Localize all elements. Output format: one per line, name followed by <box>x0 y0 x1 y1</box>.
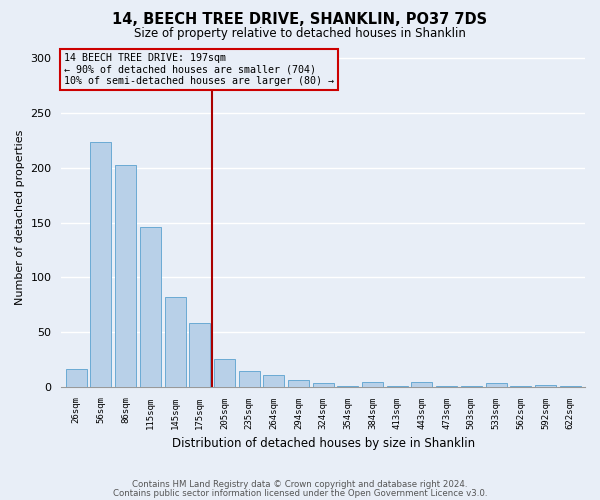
Bar <box>412 382 433 386</box>
Text: 14, BEECH TREE DRIVE, SHANKLIN, PO37 7DS: 14, BEECH TREE DRIVE, SHANKLIN, PO37 7DS <box>112 12 488 28</box>
Bar <box>313 384 334 386</box>
Text: Contains public sector information licensed under the Open Government Licence v3: Contains public sector information licen… <box>113 490 487 498</box>
Bar <box>91 142 112 386</box>
Text: Size of property relative to detached houses in Shanklin: Size of property relative to detached ho… <box>134 28 466 40</box>
Text: 14 BEECH TREE DRIVE: 197sqm
← 90% of detached houses are smaller (704)
10% of se: 14 BEECH TREE DRIVE: 197sqm ← 90% of det… <box>64 52 334 86</box>
Bar <box>535 384 556 386</box>
Bar <box>115 164 136 386</box>
Bar <box>214 360 235 386</box>
Bar <box>66 369 87 386</box>
Bar <box>362 382 383 386</box>
Bar <box>263 374 284 386</box>
X-axis label: Distribution of detached houses by size in Shanklin: Distribution of detached houses by size … <box>172 437 475 450</box>
Bar <box>288 380 309 386</box>
Y-axis label: Number of detached properties: Number of detached properties <box>15 130 25 305</box>
Text: Contains HM Land Registry data © Crown copyright and database right 2024.: Contains HM Land Registry data © Crown c… <box>132 480 468 489</box>
Bar <box>239 372 260 386</box>
Bar <box>164 297 185 386</box>
Bar <box>485 384 506 386</box>
Bar <box>189 323 210 386</box>
Bar <box>140 227 161 386</box>
